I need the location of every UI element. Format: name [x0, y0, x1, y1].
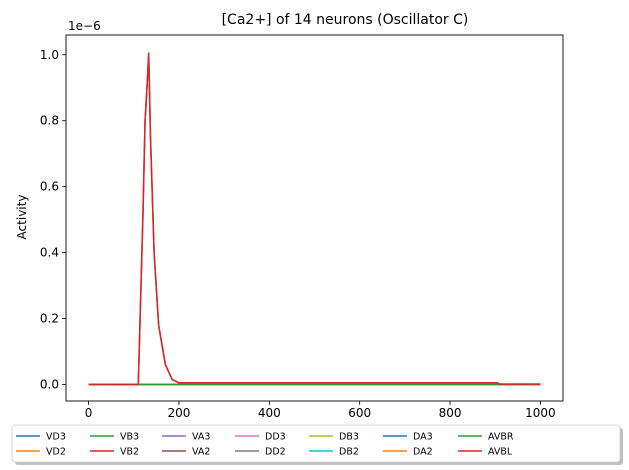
legend-label-avbr: AVBR	[488, 432, 514, 443]
legend-label-vb2: VB2	[120, 447, 139, 458]
legend-label-dd2: DD2	[265, 447, 286, 458]
y-tick-label: 0.2	[40, 312, 59, 326]
y-tick-label: 1.0	[40, 48, 59, 62]
legend-label-vd3: VD3	[46, 432, 66, 443]
series-line-vb2	[88, 52, 541, 386]
legend-label-dd3: DD3	[265, 432, 286, 443]
x-tick-label: 200	[168, 406, 191, 420]
legend-label-db3: DB3	[339, 432, 359, 443]
legend-label-da3: DA3	[413, 432, 433, 443]
x-tick-label: 400	[258, 406, 281, 420]
y-tick-label: 0.8	[40, 114, 59, 128]
series-line-avbl	[88, 52, 541, 386]
y-offset-text: 1e−6	[68, 19, 101, 33]
y-tick-label: 0.0	[40, 378, 59, 392]
legend-label-avbl: AVBL	[488, 447, 513, 458]
legend-label-va3: VA3	[192, 432, 210, 443]
legend-box	[11, 424, 621, 463]
x-tick-label: 800	[439, 406, 462, 420]
legend: VD3 VD2 VB3 VB2 VA3 VA2 DD3 DD2 DB3 DB2 DA3 DA2 AVBR…	[11, 424, 623, 465]
legend-label-vb3: VB3	[120, 432, 139, 443]
legend-label-db2: DB2	[339, 447, 359, 458]
x-tick-label: 0	[85, 406, 93, 420]
plot-frame	[65, 34, 564, 402]
legend-label-da2: DA2	[413, 447, 433, 458]
legend-label-va2: VA2	[192, 447, 210, 458]
legend-label-vd2: VD2	[46, 447, 66, 458]
y-axis-label: Activity	[15, 195, 29, 240]
y-tick-label: 0.6	[40, 180, 59, 194]
y-tick-label: 0.4	[40, 246, 59, 260]
x-tick-label: 1000	[525, 406, 556, 420]
x-tick-label: 600	[348, 406, 371, 420]
chart-title: [Ca2+] of 14 neurons (Oscillator C)	[222, 12, 469, 28]
